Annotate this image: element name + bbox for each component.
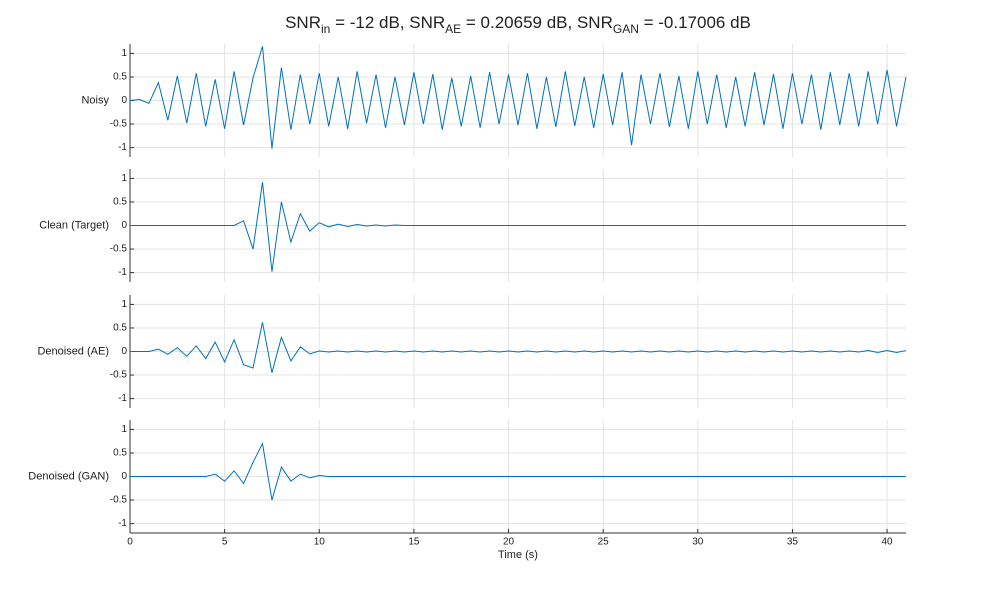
y-tick-label: 1 — [121, 299, 127, 310]
y-tick-label: -0.5 — [110, 495, 128, 506]
y-tick-label: 0 — [121, 95, 127, 106]
signal-line — [130, 182, 906, 272]
title-text: = -0.17006 dB — [639, 13, 751, 32]
y-tick-label: 0.5 — [113, 72, 127, 83]
chart-title: SNRin = -12 dB, SNRAE = 0.20659 dB, SNRG… — [285, 13, 751, 36]
y-tick-label: -1 — [118, 393, 127, 404]
y-axis-label: Denoised (GAN) — [28, 470, 109, 482]
x-tick-label: 35 — [787, 537, 799, 548]
title-text: SNR — [285, 13, 321, 32]
y-tick-label: 0 — [121, 220, 127, 231]
signal-line — [130, 441, 906, 501]
x-tick-label: 20 — [503, 537, 515, 548]
y-tick-label: -0.5 — [110, 244, 128, 255]
y-tick-label: 0 — [121, 471, 127, 482]
y-tick-label: 0.5 — [113, 323, 127, 334]
signal-line — [129, 46, 907, 149]
y-tick-label: 0.5 — [113, 197, 127, 208]
title-subscript: AE — [445, 22, 461, 36]
y-tick-label: 0 — [121, 346, 127, 357]
y-tick-label: -1 — [118, 518, 127, 529]
x-tick-label: 5 — [222, 537, 228, 548]
y-tick-label: -1 — [118, 142, 127, 153]
y-tick-label: -1 — [118, 267, 127, 278]
y-tick-label: -0.5 — [110, 370, 128, 381]
y-tick-label: 1 — [121, 48, 127, 59]
title-text: = 0.20659 dB, SNR — [461, 13, 613, 32]
x-tick-label: 25 — [598, 537, 610, 548]
x-tick-label: 10 — [314, 537, 326, 548]
y-tick-label: 1 — [121, 424, 127, 435]
x-axis-label: Time (s) — [498, 549, 538, 561]
y-axis-label: Clean (Target) — [39, 219, 109, 231]
x-tick-label: 15 — [408, 537, 420, 548]
y-tick-label: 1 — [121, 173, 127, 184]
y-axis-label: Noisy — [81, 94, 109, 106]
title-subscript: in — [321, 22, 330, 36]
signal-line — [130, 322, 907, 373]
x-tick-label: 0 — [127, 537, 133, 548]
title-text: = -12 dB, SNR — [330, 13, 445, 32]
y-tick-label: -0.5 — [110, 119, 128, 130]
x-tick-label: 30 — [692, 537, 704, 548]
x-tick-label: 40 — [882, 537, 894, 548]
title-subscript: GAN — [613, 22, 639, 36]
y-axis-label: Denoised (AE) — [37, 345, 109, 357]
y-tick-label: 0.5 — [113, 448, 127, 459]
